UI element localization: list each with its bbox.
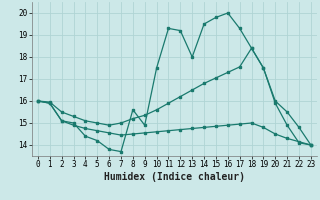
- X-axis label: Humidex (Indice chaleur): Humidex (Indice chaleur): [104, 172, 245, 182]
